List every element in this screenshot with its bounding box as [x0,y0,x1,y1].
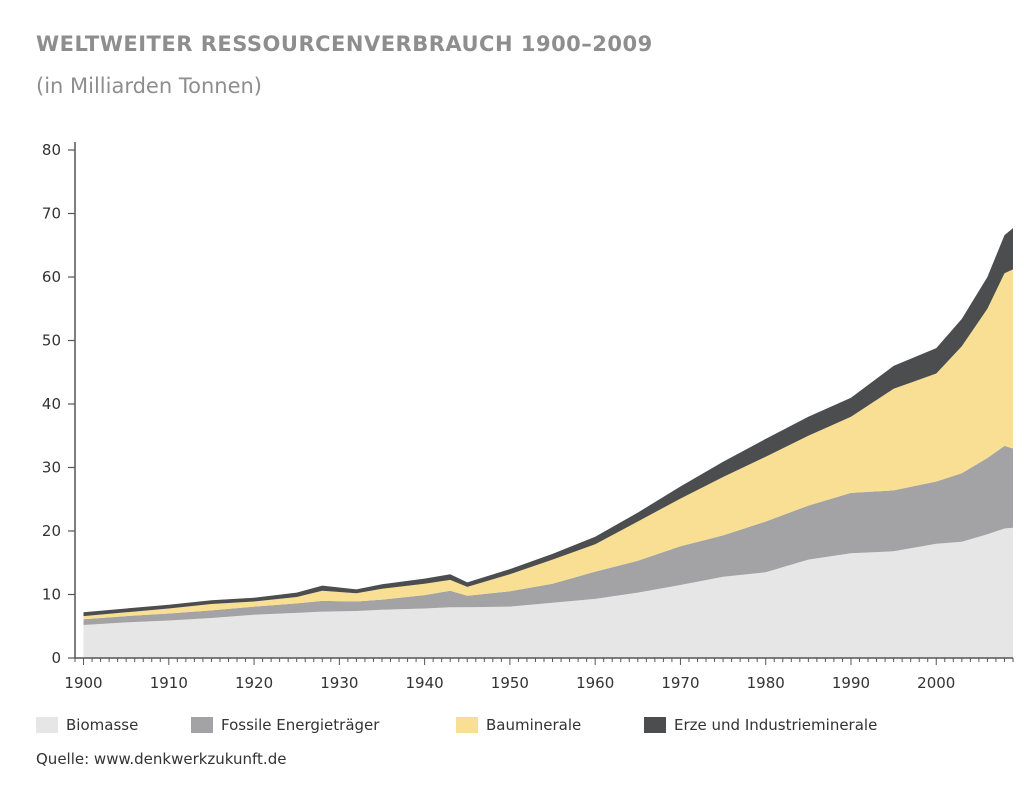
x-tick-label: 1940 [406,674,444,692]
y-tick-label: 40 [42,395,61,413]
y-tick-label: 10 [42,586,61,604]
x-tick-label: 1920 [235,674,273,692]
x-tick-label: 1950 [491,674,529,692]
legend-item-bauminerale: Bauminerale [456,716,581,734]
x-tick-label: 2000 [917,674,955,692]
legend-swatch [36,717,58,733]
area-fossile-energieträger [83,445,1013,625]
area-bauminerale [83,269,1013,620]
legend-item-biomasse: Biomasse [36,716,138,734]
x-tick-label: 1970 [661,674,699,692]
y-tick-label: 80 [42,141,61,159]
area-erze-und-industrieminerale [83,228,1013,617]
x-tick-label: 1900 [64,674,102,692]
legend-label: Erze und Industrieminerale [674,716,878,734]
y-tick-label: 50 [42,332,61,350]
stacked-area-chart: 0 10 20 30 40 50 60 70 80 1900 1910 1920 1930 1940 195… [42,141,1014,692]
y-tick-label: 30 [42,459,61,477]
x-tick-label: 1980 [747,674,785,692]
legend-swatch [191,717,213,733]
area-biomasse [83,527,1013,658]
legend-label: Fossile Energieträger [221,716,380,734]
x-tick-label: 1990 [832,674,870,692]
chart-subtitle: (in Milliarden Tonnen) [36,74,262,98]
chart-title: WELTWEITER RESSOURCENVERBRAUCH 1900–2009 [36,32,653,56]
legend-swatch [456,717,478,733]
y-tick-label: 60 [42,268,61,286]
area-layers [83,228,1013,658]
y-tick-label: 70 [42,205,61,223]
y-tick-label: 0 [51,649,61,667]
legend: Biomasse Fossile Energieträger Bauminera… [36,716,996,740]
legend-label: Bauminerale [486,716,582,734]
x-tick-label: 1960 [576,674,614,692]
legend-item-erze: Erze und Industrieminerale [644,716,877,734]
source-note: Quelle: www.denkwerkzukunft.de [36,750,287,768]
y-tick-label: 20 [42,522,61,540]
legend-swatch [644,717,666,733]
x-tick-label: 1930 [320,674,358,692]
legend-item-fossile: Fossile Energieträger [191,716,379,734]
axes: 0 10 20 30 40 50 60 70 80 1900 1910 1920 1930 1940 195… [42,141,1014,692]
x-tick-label: 1910 [150,674,188,692]
legend-label: Biomasse [66,716,139,734]
